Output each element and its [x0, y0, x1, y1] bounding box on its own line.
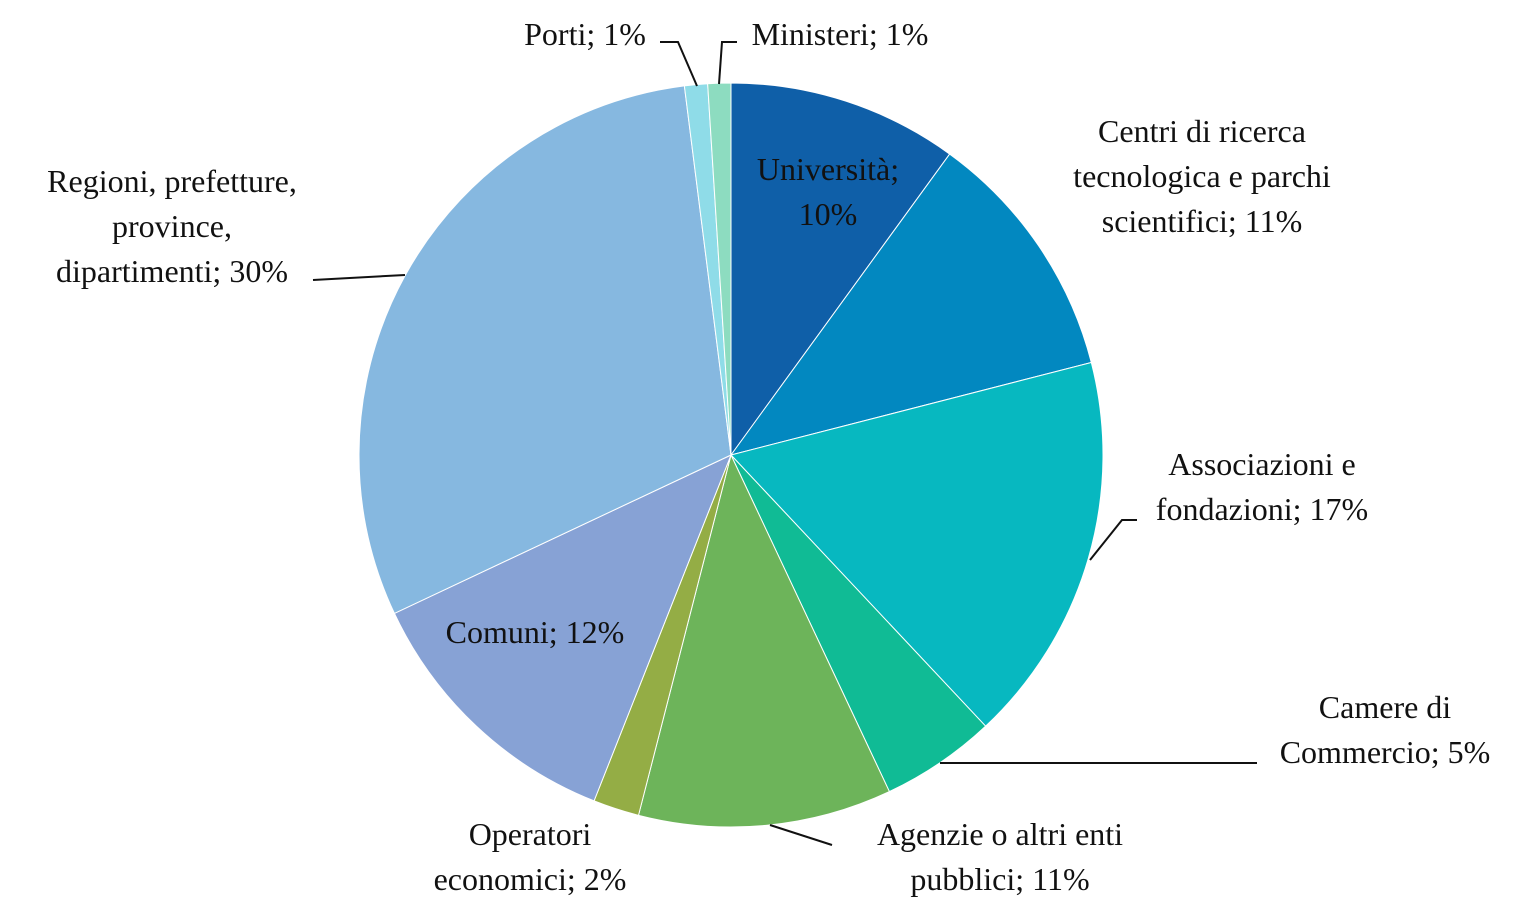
leader-line — [769, 824, 833, 846]
data-label: Università; 10% — [757, 151, 899, 232]
pie-slice — [730, 82, 951, 457]
pie-slice — [729, 153, 1092, 456]
data-label: Porti; 1% — [524, 16, 646, 52]
data-label: Regioni, prefetture, province, dipartiment… — [47, 163, 297, 289]
data-label: Ministeri; 1% — [752, 16, 929, 52]
data-label-line: 10% — [799, 196, 858, 232]
data-label: Camere di Commercio; 5% — [1280, 689, 1491, 770]
data-label-line: province, — [112, 208, 232, 244]
data-label-line: Associazioni e — [1168, 446, 1356, 482]
data-label-line: Regioni, prefetture, — [47, 163, 297, 199]
data-label-line: scientifici; 11% — [1102, 203, 1303, 239]
data-label: Associazioni e fondazioni; 17% — [1156, 446, 1368, 527]
data-label: Operatori economici; 2% — [434, 816, 627, 897]
data-label-line: Camere di — [1319, 689, 1452, 725]
pie-slice — [637, 453, 891, 828]
leader-line — [718, 41, 737, 85]
pie-slice — [393, 454, 732, 802]
data-label-line: Università; — [757, 151, 899, 187]
data-label: Agenzie o altri enti pubblici; 11% — [877, 816, 1123, 897]
data-label-line: Ministeri; 1% — [752, 16, 929, 52]
leader-line — [1089, 519, 1137, 561]
data-label: Comuni; 12% — [446, 614, 625, 650]
pie-slice — [730, 361, 1104, 727]
data-label-line: Porti; 1% — [524, 16, 646, 52]
data-label-line: Commercio; 5% — [1280, 734, 1491, 770]
data-label: Centri di ricerca tecnologica e parchi sci… — [1073, 113, 1331, 239]
data-label-line: tecnologica e parchi — [1073, 158, 1331, 194]
data-label-line: dipartimenti; 30% — [56, 253, 288, 289]
leader-line — [660, 41, 698, 87]
leader-line — [312, 274, 406, 281]
data-label-line: Comuni; 12% — [446, 614, 625, 650]
data-label-line: economici; 2% — [434, 861, 627, 897]
data-label-line: Operatori — [469, 816, 592, 852]
data-label-line: pubblici; 11% — [910, 861, 1089, 897]
data-label-line: Centri di ricerca — [1098, 113, 1306, 149]
data-label-line: fondazioni; 17% — [1156, 491, 1368, 527]
data-label-line: Agenzie o altri enti — [877, 816, 1123, 852]
